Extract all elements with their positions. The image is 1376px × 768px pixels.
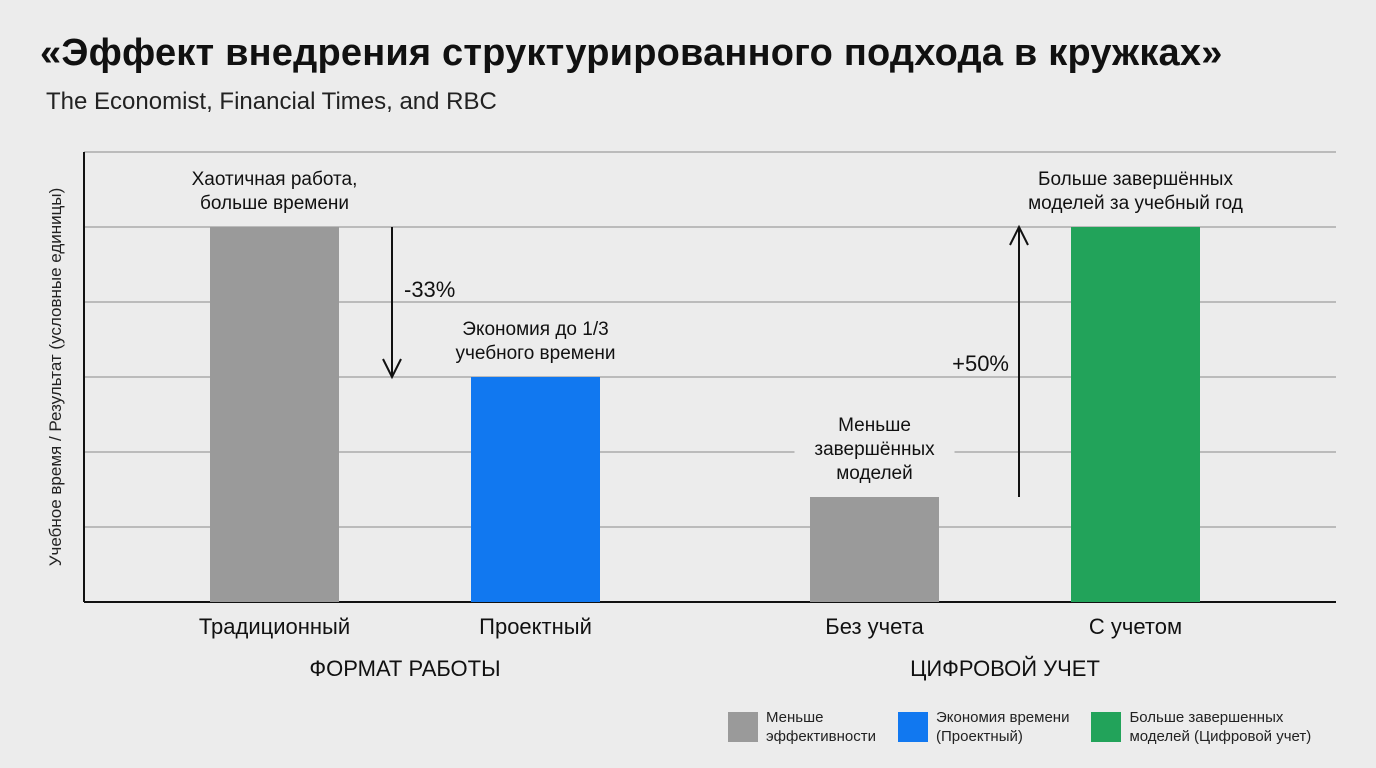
bar-1: [210, 227, 339, 602]
bar-label: завершённых: [814, 439, 935, 460]
legend-item: Экономия времени (Проектный): [898, 708, 1069, 746]
x-tick-label: С учетом: [1089, 614, 1182, 639]
legend-swatch: [728, 712, 758, 742]
bar-4: [1071, 227, 1200, 602]
bar-2: [471, 377, 600, 602]
legend-label: Меньше эффективности: [766, 709, 877, 745]
bar-label: Больше завершённых: [1038, 169, 1233, 190]
legend: Меньше эффективности Экономия времени (П…: [728, 708, 1311, 746]
legend-swatch: [1091, 712, 1122, 742]
legend-item: Больше завершенных моделей (Цифровой уче…: [1091, 708, 1311, 746]
decrease-arrow-head: [382, 358, 402, 380]
legend-swatch: [898, 712, 929, 742]
legend-label: Больше завершенных моделей (Цифровой уче…: [1129, 709, 1312, 745]
increase-arrow-head: [1009, 224, 1029, 246]
bar-label-background: [794, 411, 955, 489]
x-tick-label: Традиционный: [199, 614, 350, 639]
bar-label: Меньше: [838, 415, 911, 436]
group-label: ФОРМАТ РАБОТЫ: [309, 656, 500, 681]
bar-3: [810, 497, 939, 602]
group-label: ЦИФРОВОЙ УЧЕТ: [910, 656, 1100, 681]
bar-label: Хаотичная работа,: [192, 169, 358, 190]
change-annotation: +50%: [952, 351, 1009, 376]
change-annotation: -33%: [404, 277, 455, 302]
legend-item: Меньше эффективности: [728, 708, 876, 746]
x-tick-label: Проектный: [479, 614, 592, 639]
bar-label: больше времени: [200, 193, 349, 214]
bar-label: Экономия до 1/3: [462, 319, 608, 340]
x-tick-label: Без учета: [825, 614, 924, 639]
bar-label: учебного времени: [455, 343, 615, 364]
bar-label: моделей за учебный год: [1028, 193, 1243, 214]
y-axis-label: Учебное время / Результат (условные един…: [46, 188, 65, 567]
bar-label: моделей: [836, 463, 913, 484]
chart-subtitle: The Economist, Financial Times, and RBC: [46, 88, 497, 115]
legend-label: Экономия времени (Проектный): [936, 709, 1070, 745]
chart-title: «Эффект внедрения структурированного под…: [40, 32, 1223, 74]
